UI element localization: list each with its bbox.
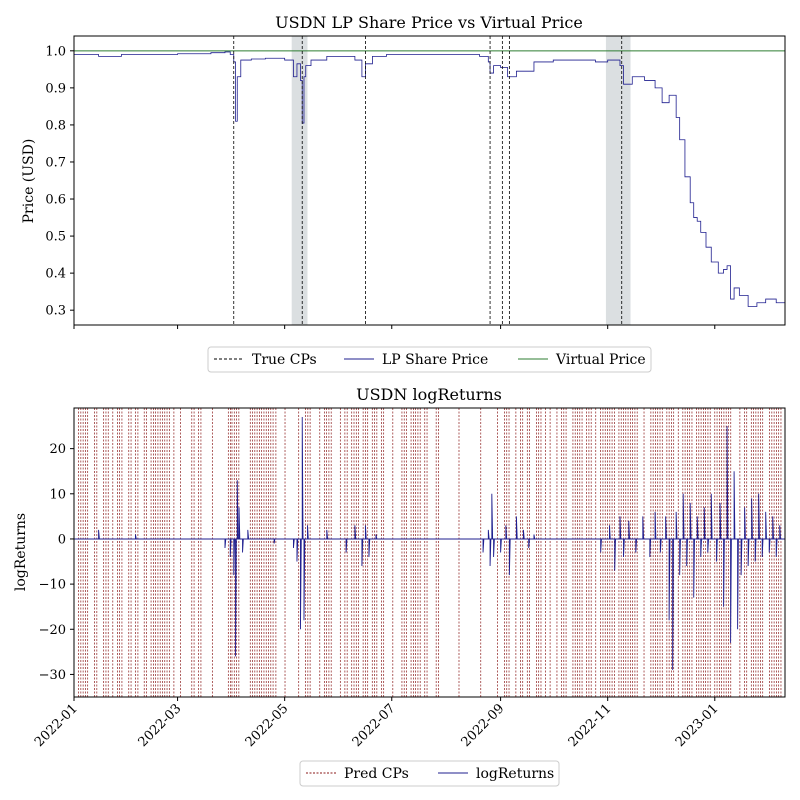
logreturns-ytick-label-1: −20 xyxy=(39,623,66,638)
price-chart-frame xyxy=(73,35,786,326)
pred-cps-lines xyxy=(74,408,782,697)
logreturns-chart-ylabel: logReturns xyxy=(13,513,29,591)
price-ytick-label-0: 0.3 xyxy=(45,304,66,319)
price-chart: USDN LP Share Price vs Virtual Price Pri… xyxy=(21,13,786,329)
logreturns-xtick-label-4: 2022-09 xyxy=(459,701,508,750)
price-ytick-label-7: 1.0 xyxy=(45,44,66,59)
price-x-ticks xyxy=(73,325,716,329)
logreturns-legend: Pred CPs logReturns xyxy=(299,760,560,787)
logreturns-xtick-label-0: 2022-01 xyxy=(32,701,81,750)
logreturns-ytick-label-4: 10 xyxy=(49,487,66,502)
legend-logreturns-label: logReturns xyxy=(476,766,554,782)
shaded-region-1 xyxy=(605,36,631,325)
price-ytick-label-2: 0.5 xyxy=(45,230,66,245)
logreturns-ytick-label-2: −10 xyxy=(39,578,66,593)
price-y-ticks: 0.3 0.4 0.5 0.6 0.7 0.8 0.9 1.0 xyxy=(45,44,74,319)
logreturns-chart: USDN logReturns logReturns −30 −20 −10 0 10 2… xyxy=(13,385,786,750)
logreturns-legend-box xyxy=(299,760,560,787)
price-legend: True CPs LP Share Price Virtual Price xyxy=(207,346,652,373)
logreturns-series xyxy=(74,417,785,670)
logreturns-xtick-label-1: 2022-03 xyxy=(136,701,185,750)
logreturns-ytick-label-0: −30 xyxy=(39,668,66,683)
logreturns-ytick-label-5: 20 xyxy=(49,442,66,457)
logreturns-line xyxy=(74,417,785,670)
true-cps-lines xyxy=(233,36,623,325)
shaded-regions xyxy=(291,36,631,325)
logreturns-xtick-label-2: 2022-05 xyxy=(243,701,292,750)
logreturns-xtick-label-3: 2022-07 xyxy=(350,701,399,750)
logreturns-chart-title: USDN logReturns xyxy=(356,385,502,404)
lp-share-price-line xyxy=(74,51,785,309)
logreturns-xtick-label-5: 2022-11 xyxy=(566,701,615,750)
price-ytick-label-5: 0.8 xyxy=(45,118,66,133)
price-chart-title: USDN LP Share Price vs Virtual Price xyxy=(275,13,583,32)
legend-lp-share-label: LP Share Price xyxy=(382,352,488,368)
price-legend-box xyxy=(207,346,652,373)
logreturns-y-ticks: −30 −20 −10 0 10 20 xyxy=(39,442,74,683)
legend-true-cps-label: True CPs xyxy=(252,352,317,368)
price-ytick-label-1: 0.4 xyxy=(45,267,66,282)
price-series xyxy=(74,50,785,309)
shaded-region-0 xyxy=(291,36,308,325)
legend-virtual-label: Virtual Price xyxy=(555,352,646,368)
logreturns-x-ticks: 2022-01 2022-03 2022-05 2022-07 2022-09 2022-… xyxy=(32,697,722,750)
price-ytick-label-6: 0.9 xyxy=(45,81,66,96)
logreturns-xtick-label-6: 2023-01 xyxy=(673,701,722,750)
logreturns-ytick-label-3: 0 xyxy=(58,532,66,547)
legend-pred-cps-label: Pred CPs xyxy=(344,766,409,782)
price-chart-ylabel: Price (USD) xyxy=(21,139,37,224)
price-ytick-label-3: 0.6 xyxy=(45,193,66,208)
price-ytick-label-4: 0.7 xyxy=(45,155,66,170)
logreturns-chart-frame xyxy=(73,407,786,698)
